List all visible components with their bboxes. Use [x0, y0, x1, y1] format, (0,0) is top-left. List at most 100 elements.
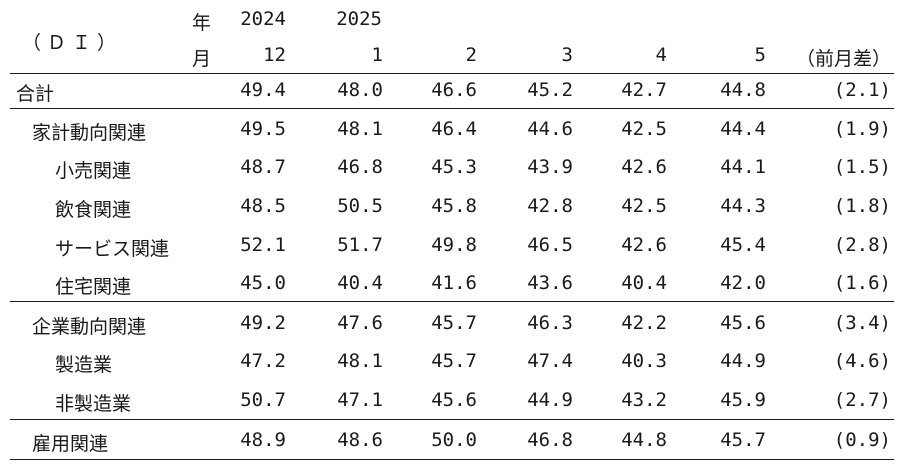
- row-label: 家計動向関連: [32, 122, 147, 144]
- row-label: 小売関連: [55, 160, 132, 182]
- unit-label: （ＤＩ）: [22, 32, 123, 54]
- cell: 48.1: [337, 350, 383, 372]
- cell: 40.4: [337, 272, 383, 294]
- table-row: 企業動向関連 49.2 47.6 45.7 46.3 42.2 45.6 (3.…: [0, 304, 906, 342]
- cell: 45.9: [720, 389, 766, 411]
- cell: 44.8: [720, 79, 766, 101]
- cell: 44.4: [720, 118, 766, 140]
- table-row: 雇用関連 48.9 48.6 50.0 46.8 44.8 45.7 (0.9): [0, 421, 906, 459]
- cell: 46.3: [527, 312, 573, 334]
- cell: 43.6: [527, 272, 573, 294]
- month-header: 2: [465, 44, 477, 66]
- month-header: 4: [655, 44, 667, 66]
- year-label: 年: [192, 12, 212, 34]
- table-row: 家計動向関連 49.5 48.1 46.4 44.6 42.5 44.4 (1.…: [0, 110, 906, 148]
- diff-cell: (4.6): [833, 350, 891, 372]
- cell: 49.4: [240, 79, 286, 101]
- table-row: 小売関連 48.7 46.8 45.3 43.9 42.6 44.1 (1.5): [0, 148, 906, 186]
- row-label: 飲食関連: [55, 199, 132, 221]
- cell: 44.9: [720, 350, 766, 372]
- cell: 48.5: [240, 195, 286, 217]
- divider: [10, 459, 894, 460]
- diff-cell: (1.6): [833, 272, 891, 294]
- cell: 45.0: [240, 272, 286, 294]
- cell: 47.1: [337, 389, 383, 411]
- cell: 45.6: [431, 389, 477, 411]
- diff-header: （前月差）: [795, 48, 891, 70]
- cell: 47.4: [527, 350, 573, 372]
- divider: [10, 419, 894, 420]
- divider: [10, 73, 894, 74]
- cell: 47.2: [240, 350, 286, 372]
- diff-cell: (1.8): [833, 195, 891, 217]
- cell: 42.7: [621, 79, 667, 101]
- row-label: 製造業: [55, 354, 113, 376]
- month-header: 5: [754, 44, 766, 66]
- cell: 44.3: [720, 195, 766, 217]
- divider: [10, 108, 894, 109]
- diff-cell: (0.9): [833, 429, 891, 451]
- cell: 44.9: [527, 389, 573, 411]
- cell: 42.0: [720, 272, 766, 294]
- diff-cell: (1.5): [833, 156, 891, 178]
- cell: 46.4: [431, 118, 477, 140]
- cell: 40.3: [621, 350, 667, 372]
- month-header: 1: [371, 44, 383, 66]
- cell: 50.5: [337, 195, 383, 217]
- year-2025: 2025: [336, 8, 382, 30]
- cell: 44.8: [621, 429, 667, 451]
- cell: 42.6: [621, 234, 667, 256]
- cell: 45.4: [720, 234, 766, 256]
- cell: 44.1: [720, 156, 766, 178]
- table-header: （ＤＩ） 年 月 2024 2025 12 1 2 3 4 5 （前月差）: [0, 0, 906, 70]
- cell: 46.5: [527, 234, 573, 256]
- year-2024: 2024: [240, 8, 286, 30]
- cell: 42.5: [621, 195, 667, 217]
- row-label: サービス関連: [55, 238, 170, 260]
- cell: 45.8: [431, 195, 477, 217]
- row-label: 企業動向関連: [32, 316, 147, 338]
- row-label: 住宅関連: [55, 276, 132, 298]
- cell: 50.0: [431, 429, 477, 451]
- table-row: 製造業 47.2 48.1 45.7 47.4 40.3 44.9 (4.6): [0, 342, 906, 380]
- month-header: 12: [263, 44, 286, 66]
- cell: 42.6: [621, 156, 667, 178]
- cell: 46.8: [527, 429, 573, 451]
- diff-cell: (2.8): [833, 234, 891, 256]
- diff-cell: (2.1): [833, 79, 891, 101]
- table-row: 非製造業 50.7 47.1 45.6 44.9 43.2 45.9 (2.7): [0, 381, 906, 419]
- table-row: サービス関連 52.1 51.7 49.8 46.5 42.6 45.4 (2.…: [0, 226, 906, 264]
- month-header: 3: [561, 44, 573, 66]
- cell: 48.7: [240, 156, 286, 178]
- cell: 49.8: [431, 234, 477, 256]
- cell: 43.2: [621, 389, 667, 411]
- cell: 48.0: [337, 79, 383, 101]
- cell: 45.3: [431, 156, 477, 178]
- cell: 48.1: [337, 118, 383, 140]
- row-label: 非製造業: [55, 393, 132, 415]
- cell: 52.1: [240, 234, 286, 256]
- cell: 47.6: [337, 312, 383, 334]
- table-row: 住宅関連 45.0 40.4 41.6 43.6 40.4 42.0 (1.6): [0, 264, 906, 302]
- month-label: 月: [192, 48, 212, 70]
- cell: 43.9: [527, 156, 573, 178]
- diff-cell: (2.7): [833, 389, 891, 411]
- cell: 42.8: [527, 195, 573, 217]
- cell: 51.7: [337, 234, 383, 256]
- table-row: 飲食関連 48.5 50.5 45.8 42.8 42.5 44.3 (1.8): [0, 187, 906, 225]
- diff-cell: (1.9): [833, 118, 891, 140]
- cell: 50.7: [240, 389, 286, 411]
- cell: 40.4: [621, 272, 667, 294]
- cell: 45.7: [720, 429, 766, 451]
- cell: 45.2: [527, 79, 573, 101]
- row-label: 雇用関連: [32, 433, 109, 455]
- cell: 41.6: [431, 272, 477, 294]
- cell: 48.6: [337, 429, 383, 451]
- cell: 45.7: [431, 312, 477, 334]
- divider: [10, 301, 894, 302]
- cell: 45.6: [720, 312, 766, 334]
- cell: 46.8: [337, 156, 383, 178]
- cell: 49.2: [240, 312, 286, 334]
- diff-cell: (3.4): [833, 312, 891, 334]
